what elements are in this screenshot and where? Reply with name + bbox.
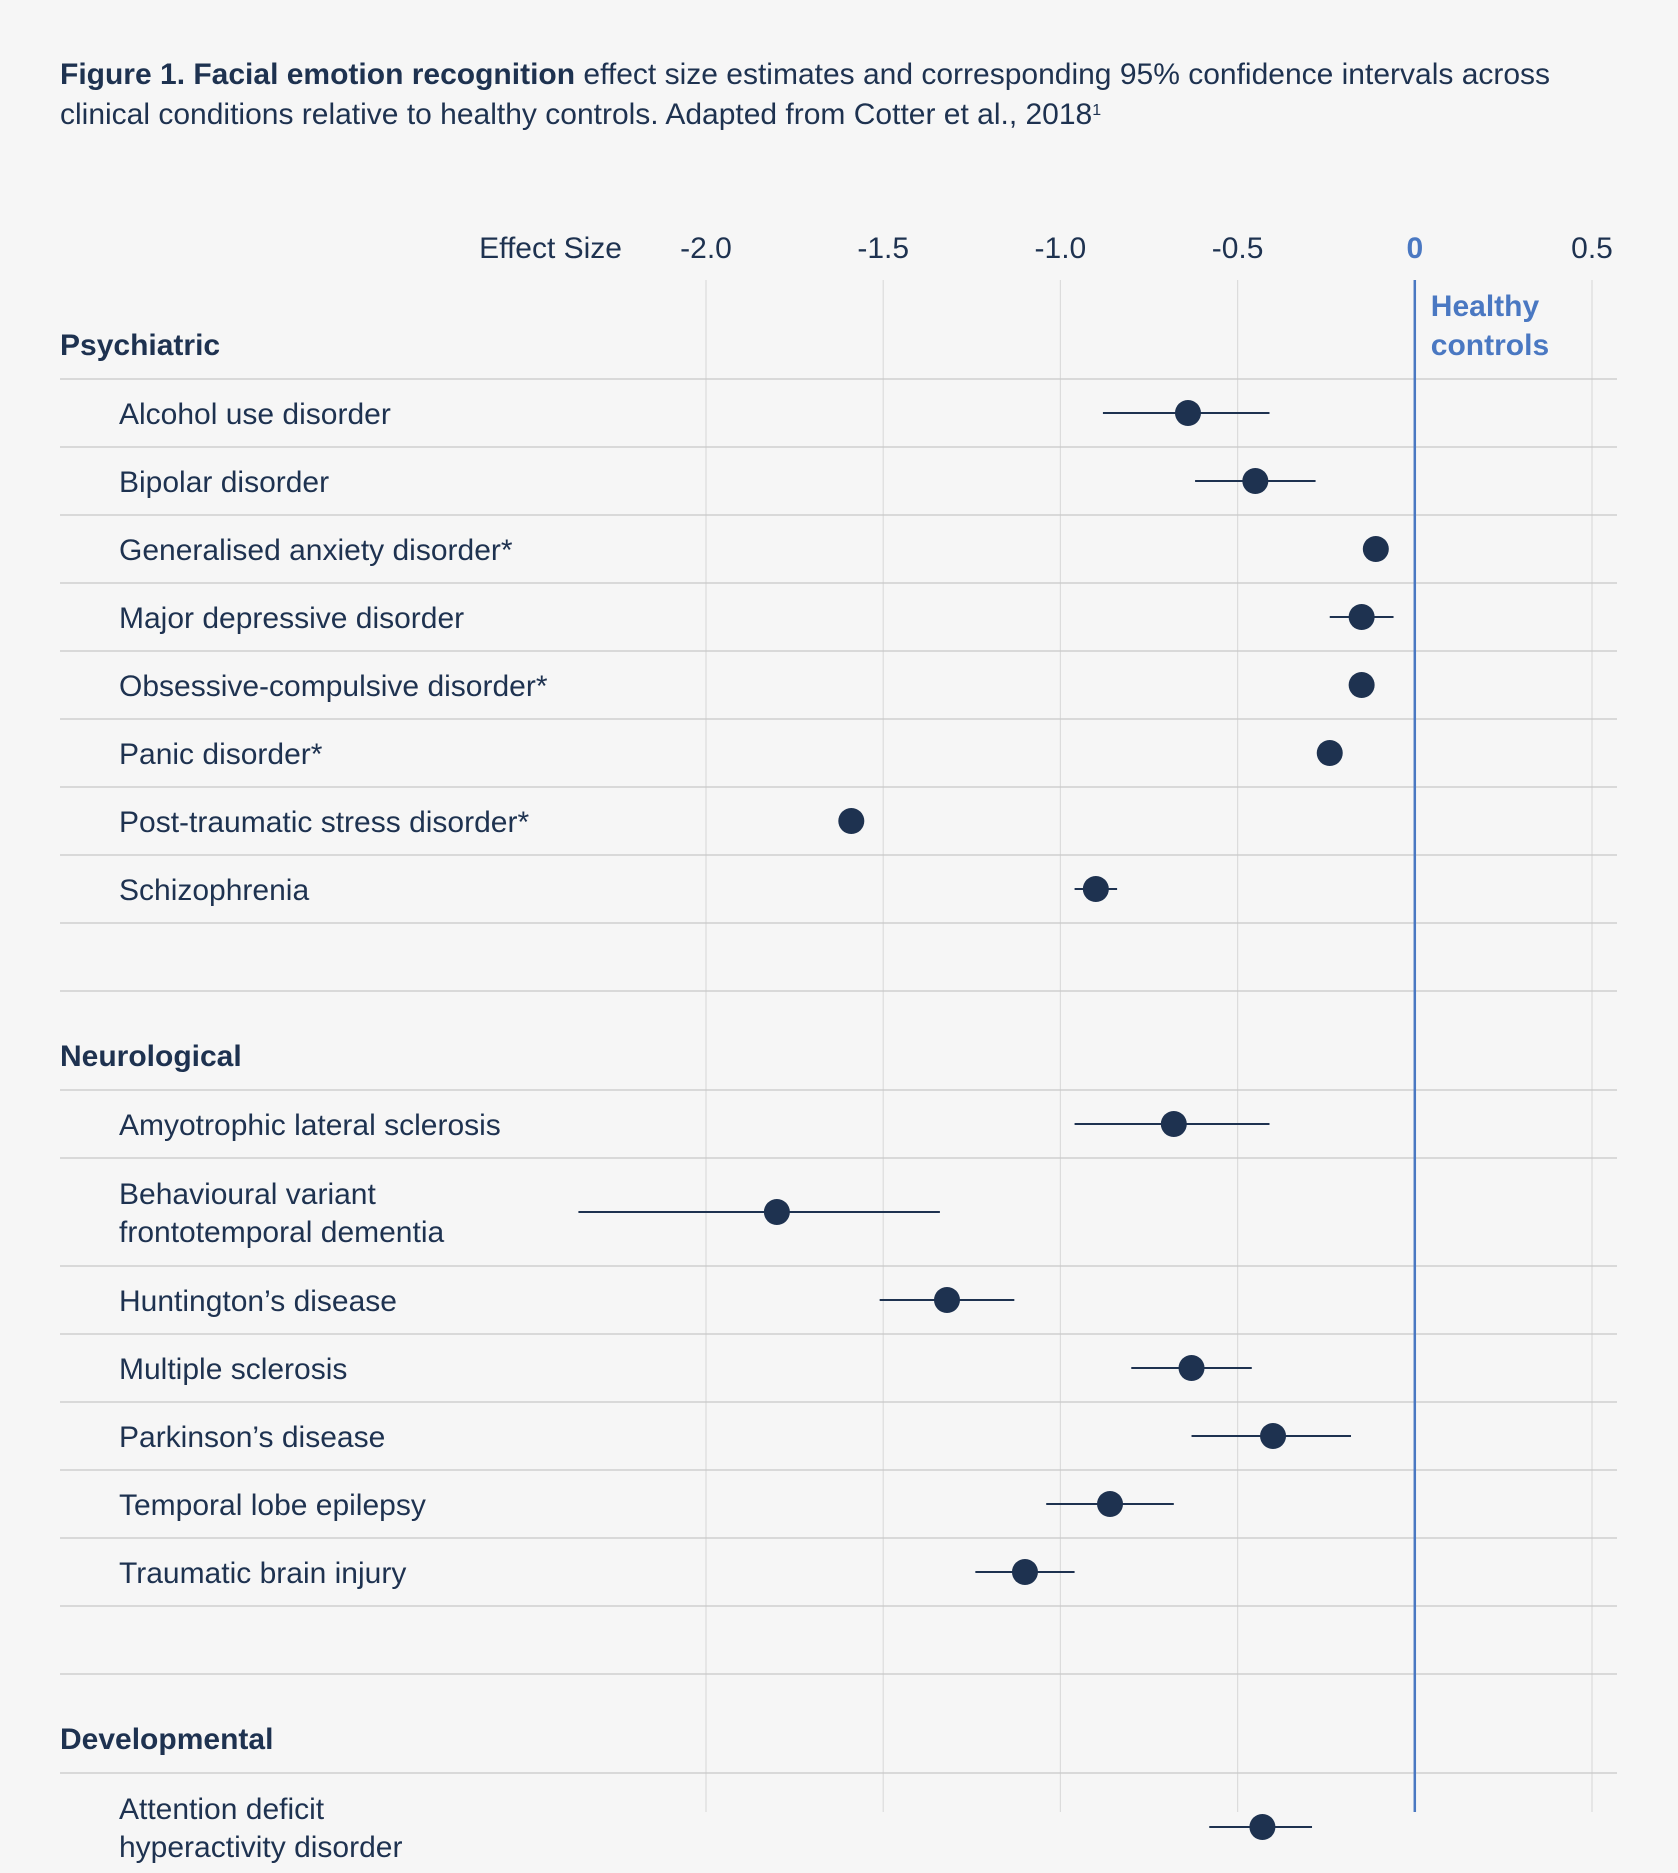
reference-label: controls <box>1431 329 1549 362</box>
effect-estimate-point <box>1011 1559 1038 1585</box>
reference-label: Healthy <box>1431 290 1540 323</box>
condition-label: Parkinson’s disease <box>119 1421 385 1454</box>
effect-estimate-point <box>1082 876 1109 902</box>
effect-estimate-point <box>1260 1423 1287 1449</box>
effect-estimate-point <box>1242 468 1269 494</box>
condition-label: Huntington’s disease <box>119 1285 397 1318</box>
condition-label: Panic disorder* <box>119 738 323 771</box>
group-header: Developmental <box>60 1723 273 1756</box>
condition-label: hyperactivity disorder <box>119 1831 402 1864</box>
caption-bold: Figure 1. Facial emotion recognition <box>60 58 576 91</box>
effect-estimate-point <box>1348 604 1375 630</box>
group-header: Psychiatric <box>60 329 220 362</box>
tick-label: 0.5 <box>1571 232 1613 265</box>
effect-estimate-point <box>1174 400 1201 426</box>
effect-estimate-point <box>1160 1111 1187 1137</box>
group-header: Neurological <box>60 1040 242 1073</box>
effect-estimate-point <box>1316 740 1343 766</box>
condition-label: Attention deficit <box>119 1793 325 1826</box>
condition-label: Amyotrophic lateral sclerosis <box>119 1109 501 1142</box>
effect-estimate-point <box>1178 1355 1205 1381</box>
condition-label: Behavioural variant <box>119 1178 376 1211</box>
tick-label: -0.5 <box>1212 232 1264 265</box>
condition-label: Temporal lobe epilepsy <box>119 1489 426 1522</box>
tick-label: -2.0 <box>680 232 732 265</box>
tick-label: -1.0 <box>1035 232 1087 265</box>
condition-label: Bipolar disorder <box>119 466 329 499</box>
condition-label: Generalised anxiety disorder* <box>119 534 513 567</box>
tick-label: 0 <box>1406 232 1423 265</box>
effect-estimate-point <box>763 1199 790 1225</box>
axis-title: Effect Size <box>479 232 622 265</box>
effect-estimate-point <box>1362 536 1389 562</box>
condition-label: Major depressive disorder <box>119 602 464 635</box>
condition-label: Post-traumatic stress disorder* <box>119 806 529 839</box>
condition-label: Multiple sclerosis <box>119 1353 347 1386</box>
condition-label: Obsessive-compulsive disorder* <box>119 670 548 703</box>
effect-estimate-point <box>1249 1814 1276 1840</box>
condition-label: Schizophrenia <box>119 874 309 907</box>
figure-caption: Figure 1. Facial emotion recognition eff… <box>60 55 1640 135</box>
effect-estimate-point <box>1097 1491 1124 1517</box>
caption-text: effect size estimates and corresponding … <box>60 58 1551 131</box>
condition-label: Alcohol use disorder <box>119 398 391 431</box>
effect-estimate-point <box>933 1287 960 1313</box>
condition-label: frontotemporal dementia <box>119 1216 444 1249</box>
effect-estimate-point <box>838 808 865 834</box>
condition-label: Traumatic brain injury <box>119 1557 406 1590</box>
effect-estimate-point <box>1348 672 1375 698</box>
tick-label: -1.5 <box>857 232 909 265</box>
caption-footnote: 1 <box>1092 102 1102 119</box>
